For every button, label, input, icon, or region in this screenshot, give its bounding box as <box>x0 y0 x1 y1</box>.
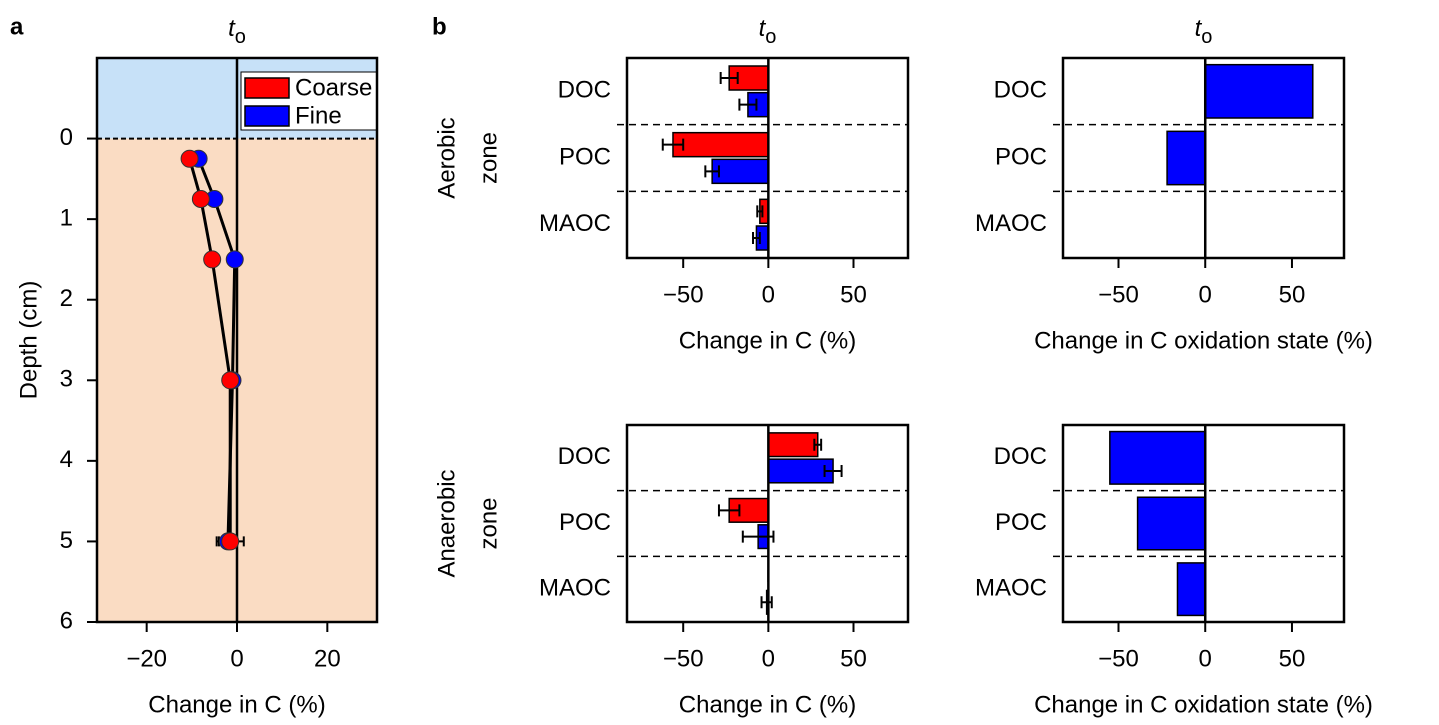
x-tick-label: 0 <box>762 281 775 308</box>
legend-swatch <box>244 77 290 99</box>
x-tick-label: 0 <box>762 645 775 672</box>
zone-label: Anaerobic <box>433 469 460 577</box>
category-label: DOC <box>994 443 1047 470</box>
error-bar <box>756 205 764 218</box>
plot-border <box>1061 423 1346 624</box>
chart-title: to <box>228 15 246 48</box>
x-axis-label: Change in C (%) <box>679 691 856 718</box>
category-label: MAOC <box>975 210 1047 237</box>
category-label: POC <box>559 143 611 170</box>
y-tick-label: 3 <box>60 366 73 393</box>
category-label: DOC <box>994 77 1047 104</box>
plot-border <box>1061 56 1346 260</box>
zone-label: zone <box>475 497 502 549</box>
x-tick-label: 20 <box>314 645 341 672</box>
legend-swatch <box>244 105 290 127</box>
point <box>203 250 222 269</box>
point <box>180 149 199 168</box>
x-tick-label: −50 <box>663 645 704 672</box>
x-tick-label: 50 <box>840 281 867 308</box>
error-bar <box>813 438 823 451</box>
x-tick-label: 0 <box>1199 645 1212 672</box>
category-label: MAOC <box>539 210 611 237</box>
bar <box>1176 562 1206 617</box>
y-tick-label: 1 <box>60 204 73 231</box>
zone-label: zone <box>475 132 502 184</box>
chart-title: to <box>759 15 777 48</box>
title-main: t <box>1195 15 1203 42</box>
bar <box>1204 63 1314 119</box>
x-tick-label: −50 <box>1098 645 1139 672</box>
x-tick-label: −20 <box>126 645 167 672</box>
title-subscript: o <box>765 26 776 48</box>
panel-label: a <box>10 13 24 40</box>
error-bar <box>704 165 720 178</box>
error-bar <box>760 596 773 609</box>
bar <box>767 458 834 484</box>
error-bar <box>661 138 685 151</box>
category-label: MAOC <box>975 575 1047 602</box>
x-axis-label: Change in C oxidation state (%) <box>1034 327 1373 354</box>
category-label: DOC <box>558 443 611 470</box>
error-bar <box>717 504 741 517</box>
point <box>191 190 210 208</box>
error-bar <box>738 98 758 111</box>
x-tick-label: 0 <box>230 645 243 672</box>
y-axis-label: Depth (cm) <box>15 281 42 400</box>
point <box>221 532 240 551</box>
y-tick-label: 5 <box>60 527 73 554</box>
legend-label: Fine <box>295 102 342 129</box>
x-tick-label: −50 <box>663 281 704 308</box>
bar <box>711 158 770 185</box>
y-tick-label: 4 <box>60 446 73 473</box>
point <box>221 371 240 390</box>
error-bar <box>752 232 761 244</box>
x-tick-label: 50 <box>840 645 867 672</box>
bar <box>672 131 770 158</box>
bar <box>1166 130 1206 186</box>
zone-label: Aerobic <box>433 117 460 198</box>
category-label: MAOC <box>539 575 611 602</box>
error-bar <box>823 464 843 477</box>
y-tick-label: 0 <box>60 124 73 151</box>
y-tick-label: 6 <box>60 607 73 634</box>
panel-label: b <box>432 13 447 40</box>
title-main: t <box>228 15 236 42</box>
chart-title: to <box>1195 15 1213 48</box>
category-label: DOC <box>558 77 611 104</box>
x-axis-label: Change in C (%) <box>679 327 856 354</box>
title-subscript: o <box>1201 26 1212 48</box>
category-label: POC <box>559 509 611 536</box>
x-axis-label: Change in C oxidation state (%) <box>1034 691 1373 718</box>
x-axis-label: Change in C (%) <box>148 691 325 718</box>
point <box>225 250 244 269</box>
category-label: POC <box>995 143 1047 170</box>
x-tick-label: 0 <box>1199 281 1212 308</box>
bar <box>1109 430 1206 485</box>
y-tick-label: 2 <box>60 285 73 312</box>
x-tick-label: −50 <box>1098 281 1139 308</box>
title-main: t <box>759 15 767 42</box>
category-label: POC <box>995 509 1047 536</box>
x-tick-label: 50 <box>1279 281 1306 308</box>
error-bar <box>719 72 739 84</box>
bar <box>1136 496 1206 551</box>
x-tick-label: 50 <box>1279 645 1306 672</box>
legend-label: Coarse <box>295 74 372 101</box>
title-subscript: o <box>235 26 246 48</box>
bar <box>767 432 819 458</box>
